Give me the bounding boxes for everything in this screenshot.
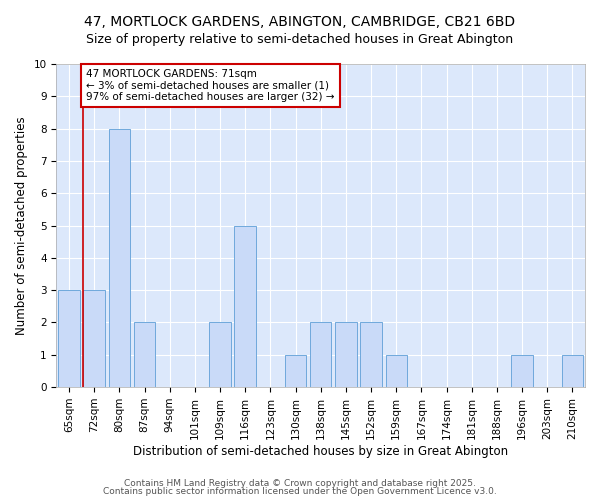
Text: Size of property relative to semi-detached houses in Great Abington: Size of property relative to semi-detach… [86, 32, 514, 46]
Bar [285, 355, 306, 387]
Bar [386, 355, 407, 387]
Bar [83, 290, 105, 387]
Bar [310, 322, 331, 387]
X-axis label: Distribution of semi-detached houses by size in Great Abington: Distribution of semi-detached houses by … [133, 444, 508, 458]
Text: 47 MORTLOCK GARDENS: 71sqm
← 3% of semi-detached houses are smaller (1)
97% of s: 47 MORTLOCK GARDENS: 71sqm ← 3% of semi-… [86, 69, 335, 102]
Bar [235, 226, 256, 387]
Bar [361, 322, 382, 387]
Bar [209, 322, 231, 387]
Text: Contains HM Land Registry data © Crown copyright and database right 2025.: Contains HM Land Registry data © Crown c… [124, 478, 476, 488]
Y-axis label: Number of semi-detached properties: Number of semi-detached properties [15, 116, 28, 335]
Bar [335, 322, 356, 387]
Bar [58, 290, 80, 387]
Bar [134, 322, 155, 387]
Bar [109, 128, 130, 387]
Text: 47, MORTLOCK GARDENS, ABINGTON, CAMBRIDGE, CB21 6BD: 47, MORTLOCK GARDENS, ABINGTON, CAMBRIDG… [85, 15, 515, 29]
Bar [511, 355, 533, 387]
Bar [562, 355, 583, 387]
Text: Contains public sector information licensed under the Open Government Licence v3: Contains public sector information licen… [103, 488, 497, 496]
